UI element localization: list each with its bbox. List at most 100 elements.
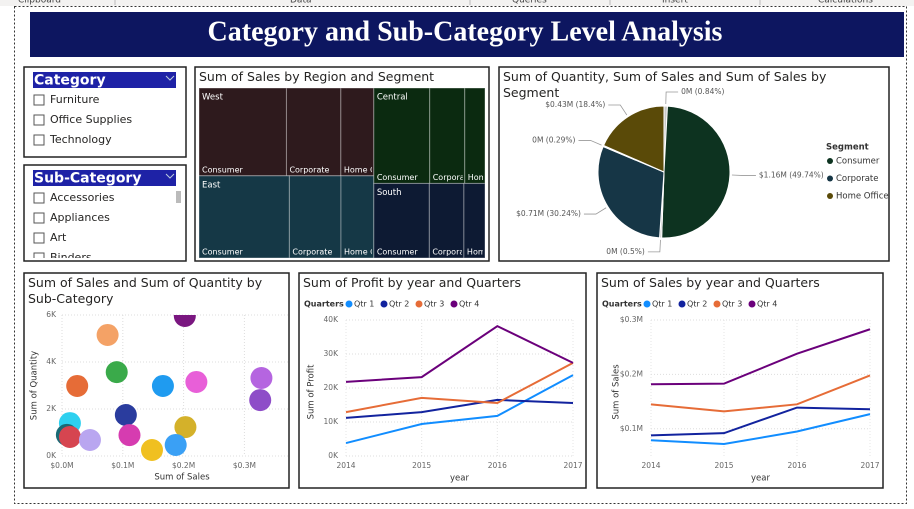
x-axis-title: Sum of Sales xyxy=(154,473,210,483)
visual-title: Sum of Sales by year and Quarters xyxy=(601,275,820,290)
checkbox[interactable] xyxy=(33,252,45,263)
scatter-point xyxy=(78,429,101,452)
title-box: Sum of Quantity, Sum of Sales and Sum of… xyxy=(503,69,827,100)
x-tick-label: $0.3M xyxy=(233,461,256,470)
x-tick-label: 2017 xyxy=(860,461,879,470)
legend-label[interactable]: Home Office xyxy=(836,192,889,202)
legend-label[interactable]: Qtr 2 xyxy=(389,300,409,309)
series-line xyxy=(650,328,871,386)
scatter-point xyxy=(96,323,119,346)
checkbox[interactable] xyxy=(33,192,45,204)
y-tick-label: 6K xyxy=(46,310,57,319)
x-axis-title: year xyxy=(450,474,469,484)
legend-label[interactable]: Qtr 3 xyxy=(424,300,444,309)
checkbox[interactable] xyxy=(33,134,45,146)
slicer-item[interactable]: Technology xyxy=(49,133,112,146)
legend-label[interactable]: Corporate xyxy=(836,174,879,184)
x-tick-label: 2017 xyxy=(563,461,582,470)
ribbon-label: Calculations xyxy=(818,0,873,6)
y-axis-title: Sum of Sales xyxy=(612,364,622,420)
tile-label: Consumer xyxy=(202,248,244,257)
legend-label[interactable]: Qtr 4 xyxy=(757,300,777,309)
series-line xyxy=(345,398,574,419)
pie-slice xyxy=(661,105,731,239)
legend-label[interactable]: Qtr 2 xyxy=(687,300,707,309)
slicer-chevron xyxy=(165,75,175,81)
tile-label: Home Office xyxy=(467,248,517,257)
legend-label[interactable]: Qtr 3 xyxy=(722,300,742,309)
y-axis-title: Sum of Quantity xyxy=(30,351,40,420)
data-label: $1.16M (49.74%) xyxy=(759,171,824,180)
checkbox[interactable] xyxy=(33,212,45,224)
region-label: East xyxy=(202,180,221,190)
tile-label: Consumer xyxy=(202,165,244,174)
leader-line xyxy=(731,174,756,176)
slicer-header xyxy=(33,170,176,186)
y-tick-label: 0K xyxy=(46,451,57,460)
tile-label: Home Office xyxy=(344,248,394,257)
treemap-tile xyxy=(198,87,287,177)
scatter-point xyxy=(66,374,89,397)
tile-label: Consumer xyxy=(377,248,419,257)
pie-slice xyxy=(597,145,665,239)
leader-line xyxy=(583,207,607,215)
treemap-tile xyxy=(429,87,466,184)
legend-title: Quarters xyxy=(304,300,344,309)
slicer-items: Furniture Office Supplies Technology xyxy=(33,93,132,146)
checkbox[interactable] xyxy=(33,94,45,106)
series-line xyxy=(650,374,871,413)
leader-line xyxy=(647,239,661,253)
legend-label[interactable]: Qtr 1 xyxy=(354,300,374,309)
title-box: Sum of Sales by year and Quarters xyxy=(601,275,820,290)
y-tick-label: 30K xyxy=(324,349,340,358)
data-label: 0M (0.84%) xyxy=(681,87,724,96)
x-tick-label: 2014 xyxy=(641,461,660,470)
visual-title: Sum of Profit by year and Quarters xyxy=(303,275,522,290)
scatter-point xyxy=(174,416,197,439)
title-bar xyxy=(30,12,904,57)
slicer-item[interactable]: Binders xyxy=(50,251,92,264)
legend-title: Quarters xyxy=(602,300,642,309)
scatter-point xyxy=(249,389,272,412)
treemap-tile xyxy=(285,87,342,177)
y-tick-label: $0.1M xyxy=(620,424,643,433)
checkbox[interactable] xyxy=(33,114,45,126)
x-tick-label: $0.0M xyxy=(50,461,73,470)
slicer-item[interactable]: Accessories xyxy=(50,191,115,204)
legend-marker xyxy=(450,300,458,308)
treemap-tile xyxy=(198,175,290,259)
page-frame xyxy=(14,6,907,504)
region-label: Central xyxy=(377,93,408,103)
tile-label: Home Office xyxy=(344,165,394,174)
slicer-item[interactable]: Furniture xyxy=(50,93,100,106)
scatter-point xyxy=(140,439,163,462)
slicer-item[interactable]: Office Supplies xyxy=(50,113,132,126)
scatter-point xyxy=(173,315,196,327)
y-tick-label: 10K xyxy=(324,417,340,426)
y-tick-label: 4K xyxy=(46,357,57,366)
visual-title: Sum of Quantity, Sum of Sales and Sum of… xyxy=(503,69,827,100)
series-line xyxy=(345,361,574,414)
ribbon-label: Data xyxy=(290,0,312,6)
x-tick-label: 2015 xyxy=(714,461,733,470)
title-box: Sum of Profit by year and Quarters xyxy=(303,275,522,290)
ribbon-label: Clipboard xyxy=(18,0,61,6)
scatter-point xyxy=(118,424,141,447)
tile-label: Corporate xyxy=(289,165,329,174)
legend-label[interactable]: Qtr 1 xyxy=(652,300,672,309)
treemap-tile xyxy=(288,175,342,259)
treemap-tile xyxy=(428,182,465,259)
series-line xyxy=(345,374,574,445)
scrollbar xyxy=(176,191,181,203)
legend-label[interactable]: Qtr 4 xyxy=(459,300,479,309)
series-line xyxy=(345,324,574,383)
checkbox[interactable] xyxy=(33,232,45,244)
slicer-item[interactable]: Art xyxy=(50,231,67,244)
scatter-point xyxy=(185,370,208,393)
treemap-tile xyxy=(373,87,431,184)
legend-label[interactable]: Consumer xyxy=(836,157,880,167)
leader-line xyxy=(608,104,628,116)
tile-label: Home Office xyxy=(468,173,518,182)
slicer-item[interactable]: Appliances xyxy=(50,211,110,224)
